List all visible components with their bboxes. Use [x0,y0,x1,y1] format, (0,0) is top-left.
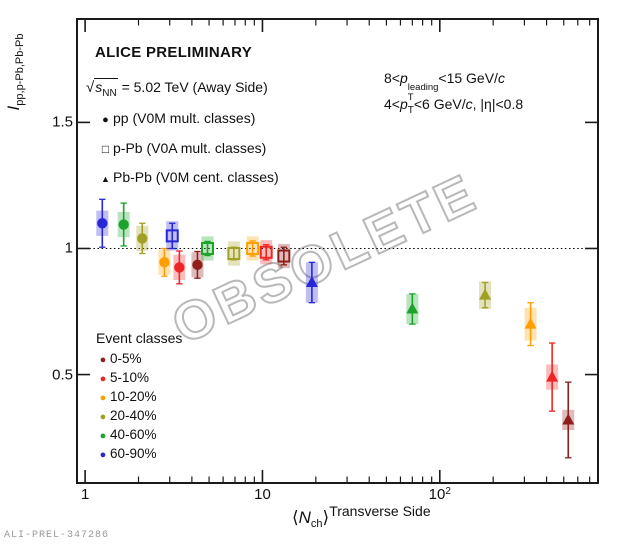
event-class-0-5: ● 0-5% [96,350,182,369]
event-class-20-40: ● 20-40% [96,407,182,426]
data-point [227,247,241,261]
pt-assoc-cut-label: 4<pT<6 GeV/c, |η|<0.8 [384,96,524,116]
event-class-5-10: ● 5-10% [96,369,182,388]
data-point [406,302,419,314]
series-0 [96,198,204,285]
data-point [97,218,108,229]
event-classes-legend: Event classes ● 0-5% ● 5-10% ● 10-20% ● 20-4… [96,330,182,464]
plot-title: ALICE PRELIMINARY [95,44,253,61]
x-axis-title: ⟨Nch⟩Transverse Side [292,503,431,530]
plot-frame [76,18,599,484]
data-point [159,257,170,268]
data-point [259,245,273,259]
y-axis-title: Ipp,p-Pb,Pb-Pb [4,34,26,111]
energy-label: √sNN = 5.02 TeV (Away Side) [86,78,268,99]
legend-item-ppb: □ p-Pb (V0A mult. classes) [98,140,266,156]
data-point [524,317,537,329]
x-tick-label-1: 1 [80,486,90,503]
data-point [165,229,179,243]
series-1 [165,221,291,269]
bullet-0-5-icon: ● [99,354,107,366]
event-class-60-90: ● 60-90% [96,445,182,464]
data-point [118,219,129,230]
pt-leading-cut-label: 8<p leading T <15 GeV/c [384,70,505,103]
data-point [201,241,215,255]
pp-circle-marker-icon: ● [102,114,109,126]
ppb-square-marker-icon: □ [101,142,110,156]
bullet-20-40-icon: ● [99,411,107,423]
y-tick-label-1: 1 [64,239,73,257]
bullet-5-10-icon: ● [99,373,107,385]
data-point [562,413,575,425]
series-2 [305,261,575,459]
y-tick-label-1p5: 1.5 [52,113,73,131]
data-point [305,276,318,288]
pbpb-triangle-marker-icon: ▲ [101,174,110,184]
y-axis-title-main: I [4,105,23,111]
legend-label-pp: pp (V0M mult. classes) [113,110,256,126]
event-class-40-60: ● 40-60% [96,426,182,445]
data-point [546,370,559,382]
data-point [137,233,148,244]
data-point [174,262,185,273]
x-tick-label-10: 10 [254,486,271,503]
bullet-10-20-icon: ● [99,392,107,404]
figure-id-label: ALI-PREL-347286 [4,530,110,541]
y-tick-label-0p5: 0.5 [52,366,73,384]
data-point [192,259,203,271]
legend-item-pp: ● pp (V0M mult. classes) [98,110,255,126]
event-class-10-20: ● 10-20% [96,388,182,407]
bullet-60-90-icon: ● [99,449,107,461]
x-tick-label-100: 102 [428,486,451,503]
data-point [479,288,492,300]
data-point [277,249,291,263]
legend-label-pbpb: Pb-Pb (V0M cent. classes) [113,169,279,185]
legend-label-ppb: p-Pb (V0A mult. classes) [113,140,267,156]
legend-item-pbpb: ▲ Pb-Pb (V0M cent. classes) [98,169,279,185]
data-point [246,241,260,255]
event-classes-title: Event classes [96,330,183,346]
y-axis-title-sub: pp,p-Pb,Pb-Pb [14,33,26,106]
bullet-40-60-icon: ● [99,430,107,442]
